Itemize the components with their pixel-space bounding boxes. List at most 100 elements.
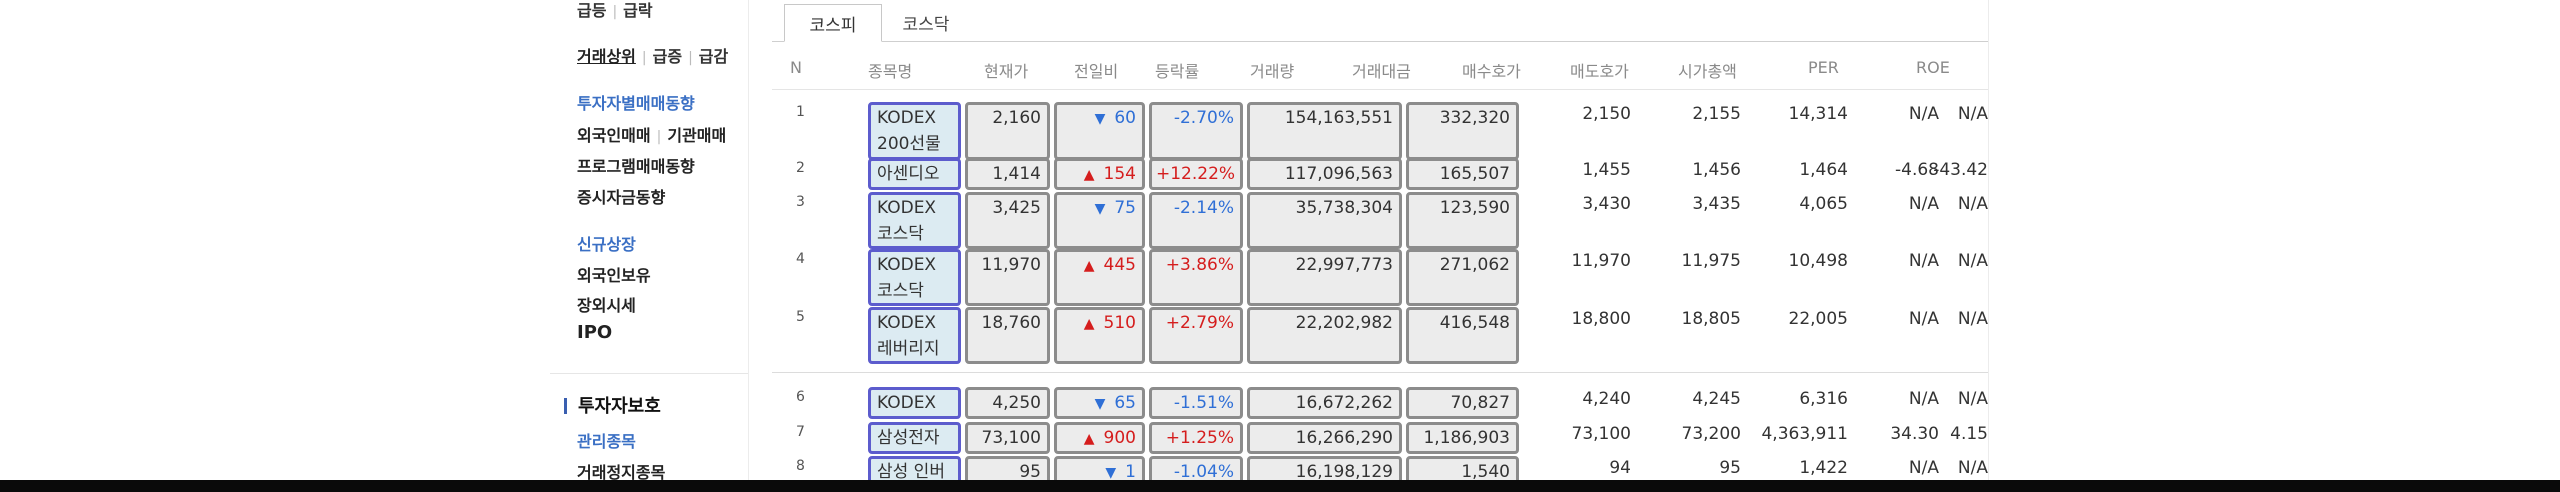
nav-separator: | bbox=[641, 50, 647, 66]
nav-separator: | bbox=[688, 50, 693, 66]
volume-cell: 154,163,551 bbox=[1247, 102, 1402, 160]
stock-name-link[interactable]: 삼성전자 bbox=[868, 422, 961, 454]
content-divider bbox=[1988, 0, 1989, 480]
nav-link-program-trade[interactable]: 프로그램매매동향 bbox=[577, 157, 695, 176]
nav-link-ipo[interactable]: IPO bbox=[577, 322, 613, 343]
nav-row-program: 프로그램매매동향 bbox=[577, 153, 695, 177]
nav-separator: | bbox=[612, 4, 618, 20]
row-number: 3 bbox=[796, 194, 805, 210]
rate-cell: -2.70% bbox=[1149, 102, 1243, 160]
col-header-roe[interactable]: ROE bbox=[1916, 58, 1950, 77]
down-arrow-icon: ▼ bbox=[1094, 111, 1106, 127]
nav-row-foreign-inst: 외국인매매 | 기관매매 bbox=[577, 122, 726, 146]
nav-link-suspended-stocks[interactable]: 거래정지종목 bbox=[577, 463, 666, 482]
ask-value: 4,245 bbox=[1692, 389, 1741, 409]
tab-kospi[interactable]: 코스피 bbox=[784, 4, 882, 42]
tab-kosdaq[interactable]: 코스닥 bbox=[902, 15, 950, 35]
change-cell: ▼ 75 bbox=[1054, 192, 1145, 249]
price-cell: 4,250 bbox=[965, 387, 1050, 419]
roe-value: N/A bbox=[1957, 251, 1988, 271]
nav-link-new-listing[interactable]: 신규상장 bbox=[577, 235, 636, 254]
change-cell: ▼ 65 bbox=[1054, 387, 1145, 419]
ask-value: 73,200 bbox=[1681, 424, 1741, 444]
nav-row-foreign-holding: 외국인보유 bbox=[577, 262, 651, 286]
change-value: 1 bbox=[1125, 462, 1136, 482]
bid-value: 18,800 bbox=[1571, 309, 1631, 329]
amount-cell: 416,548 bbox=[1406, 307, 1519, 364]
nav-link-inst-trade[interactable]: 기관매매 bbox=[667, 126, 727, 145]
ask-value: 2,155 bbox=[1692, 104, 1741, 124]
per-value: N/A bbox=[1908, 309, 1939, 329]
price-cell: 2,160 bbox=[965, 102, 1050, 160]
roe-value: N/A bbox=[1957, 194, 1988, 214]
nav-row-deposit: 증시자금동향 bbox=[577, 184, 665, 208]
rate-cell: +2.79% bbox=[1149, 307, 1243, 364]
col-header-ask[interactable]: 매도호가 bbox=[1570, 62, 1629, 81]
change-cell: ▲ 510 bbox=[1054, 307, 1145, 364]
down-arrow-icon: ▼ bbox=[1094, 201, 1106, 217]
rate-cell: -1.51% bbox=[1149, 387, 1243, 419]
heading-bar-icon bbox=[564, 398, 567, 414]
roe-value: N/A bbox=[1957, 389, 1988, 409]
roe-value: N/A bbox=[1957, 458, 1988, 478]
nav-link-fall[interactable]: 급락 bbox=[623, 1, 653, 20]
col-header-per[interactable]: PER bbox=[1808, 58, 1839, 77]
ask-value: 1,456 bbox=[1692, 160, 1741, 180]
nav-link-investor-trend[interactable]: 투자자별매매동향 bbox=[577, 94, 695, 113]
bid-value: 3,430 bbox=[1582, 194, 1631, 214]
change-value: 65 bbox=[1114, 393, 1136, 413]
nav-row-suspended: 거래정지종목 bbox=[577, 459, 665, 483]
stock-name-link[interactable]: KODEX 200선물인버스2X bbox=[868, 102, 961, 160]
col-header-bid[interactable]: 매수호가 bbox=[1462, 62, 1521, 81]
volume-cell: 22,997,773 bbox=[1247, 249, 1402, 306]
col-header-change[interactable]: 전일비 bbox=[1074, 62, 1119, 81]
volume-cell: 117,096,563 bbox=[1247, 158, 1402, 190]
nav-row-investor: 투자자별매매동향 bbox=[577, 90, 695, 114]
stock-name-link[interactable]: KODEX 코스닥150선물인버스 bbox=[868, 192, 961, 249]
col-header-mcap[interactable]: 시가총액 bbox=[1678, 62, 1737, 81]
per-value: N/A bbox=[1908, 194, 1939, 214]
per-value: N/A bbox=[1908, 458, 1939, 478]
roe-value: 4.15 bbox=[1950, 424, 1988, 444]
stock-name-link[interactable]: KODEX 인버스 bbox=[868, 387, 961, 419]
mcap-value: 14,314 bbox=[1788, 104, 1848, 124]
bid-value: 4,240 bbox=[1582, 389, 1631, 409]
up-arrow-icon: ▲ bbox=[1083, 167, 1095, 183]
col-header-name[interactable]: 종목명 bbox=[868, 62, 913, 81]
left-nav: 급등 | 급락 거래상위 | 급증 | 급감 투자자별매매동향 외국인매매 | 기관매매 프로그… bbox=[550, 0, 749, 483]
stock-name-link[interactable]: KODEX 레버리지 bbox=[868, 307, 961, 364]
nav-row-otc: 장외시세 bbox=[577, 292, 636, 316]
nav-link-surge[interactable]: 급증 bbox=[652, 47, 683, 66]
price-cell: 73,100 bbox=[965, 422, 1050, 454]
col-header-volume[interactable]: 거래량 bbox=[1250, 62, 1295, 81]
col-header-n[interactable]: N bbox=[790, 58, 802, 77]
nav-link-foreign-trade[interactable]: 외국인매매 bbox=[577, 126, 651, 145]
volume-cell: 35,738,304 bbox=[1247, 192, 1402, 249]
main-panel: 코스피 코스닥 N 종목명 현재가 전일비 등락률 거래량 거래대금 매수호가 … bbox=[772, 0, 1988, 488]
col-header-price[interactable]: 현재가 bbox=[984, 62, 1029, 81]
per-value: N/A bbox=[1908, 251, 1939, 271]
nav-link-deposit-trend[interactable]: 증시자금동향 bbox=[577, 188, 666, 207]
amount-cell: 271,062 bbox=[1406, 249, 1519, 306]
nav-link-volume-top[interactable]: 거래상위 bbox=[577, 47, 636, 66]
price-cell: 1,414 bbox=[965, 158, 1050, 190]
row-number: 6 bbox=[796, 389, 805, 405]
stock-name-link[interactable]: 아센디오 bbox=[868, 158, 961, 190]
col-header-rate[interactable]: 등락률 bbox=[1155, 62, 1200, 81]
bid-value: 94 bbox=[1609, 458, 1631, 478]
price-cell: 18,760 bbox=[965, 307, 1050, 364]
nav-link-drop[interactable]: 급감 bbox=[698, 47, 729, 66]
rate-cell: +1.25% bbox=[1149, 422, 1243, 454]
mcap-value: 10,498 bbox=[1788, 251, 1848, 271]
nav-link-managed-stocks[interactable]: 관리종목 bbox=[577, 432, 636, 451]
col-header-amount[interactable]: 거래대금 bbox=[1352, 62, 1411, 81]
nav-link-otc[interactable]: 장외시세 bbox=[577, 296, 636, 315]
nav-link-rise[interactable]: 급등 bbox=[577, 1, 607, 20]
change-cell: ▲ 445 bbox=[1054, 249, 1145, 306]
ask-value: 3,435 bbox=[1692, 194, 1741, 214]
row-number: 2 bbox=[796, 160, 805, 176]
amount-cell: 1,186,903 bbox=[1406, 422, 1519, 454]
nav-link-foreign-holding[interactable]: 외국인보유 bbox=[577, 266, 651, 285]
stock-name-link[interactable]: KODEX 코스닥150레버리지 bbox=[868, 249, 961, 306]
